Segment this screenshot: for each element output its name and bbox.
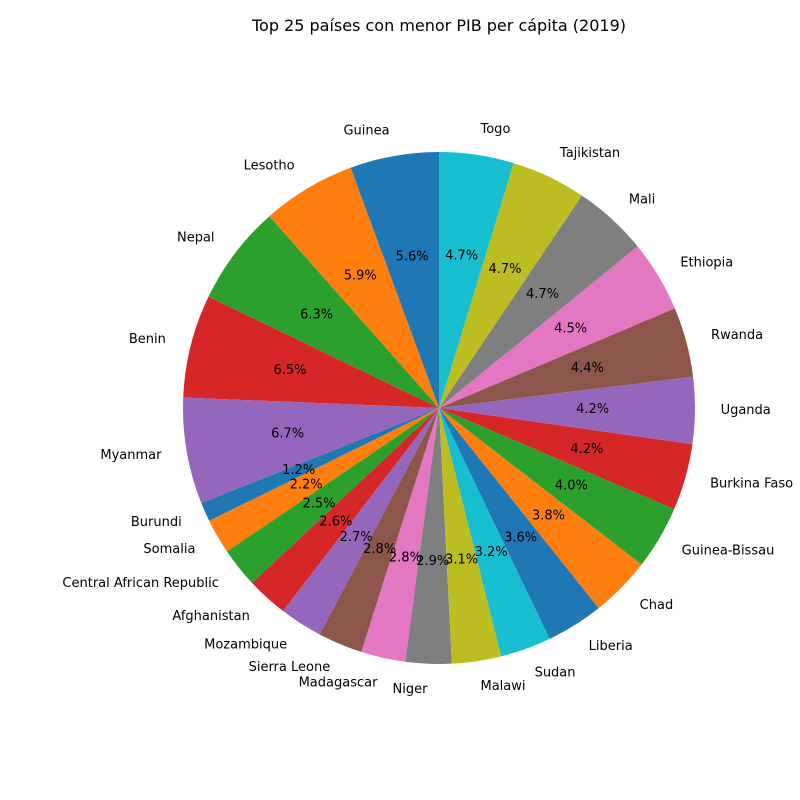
slice-ethiopia — [439, 246, 675, 408]
chart-title: Top 25 países con menor PIB per cápita (… — [251, 16, 626, 35]
slice-label-burundi: Burundi — [131, 515, 182, 530]
slice-label-malawi: Malawi — [481, 679, 526, 694]
slice-percent-niger: 2.9% — [416, 554, 449, 569]
slice-percent-sierra-leone: 2.8% — [363, 542, 396, 557]
slice-label-benin: Benin — [129, 332, 166, 347]
slice-niger — [405, 408, 452, 664]
slice-label-guinea-bissau: Guinea-Bissau — [682, 543, 775, 558]
slice-label-afghanistan: Afghanistan — [172, 609, 249, 624]
pie-percent-labels: 5.6% 5.9% 6.3% 6.5% 6.7% 1.2%2.2% 2.5% 2.6%2.7%… — [271, 249, 609, 569]
slice-mozambique — [283, 408, 439, 635]
slice-label-burkina-faso: Burkina Faso — [710, 477, 793, 492]
slice-percent-madagascar: 2.8% — [389, 550, 422, 565]
slice-label-niger: Niger — [393, 682, 429, 697]
slice-percent-rwanda: 4.4% — [571, 361, 604, 376]
slice-togo — [439, 152, 514, 408]
slice-label-sierra-leone: Sierra Leone — [249, 660, 331, 675]
pie-labels: Guinea Lesotho Nepal Benin Myanmar Burundi Som… — [62, 122, 793, 697]
slice-tajikistan — [439, 163, 582, 408]
slice-central-african-republic — [226, 408, 439, 583]
slice-nepal — [208, 216, 439, 408]
slice-malawi — [439, 408, 502, 664]
slice-percent-tajikistan: 4.7% — [488, 262, 521, 277]
slice-label-ethiopia: Ethiopia — [680, 255, 733, 270]
slice-percent-chad: 3.8% — [532, 508, 565, 523]
slice-burkina-faso — [439, 408, 693, 510]
slice-percent-liberia: 3.6% — [504, 531, 537, 546]
slice-label-guinea: Guinea — [343, 123, 389, 138]
slice-percent-somalia: 2.2% — [290, 478, 323, 493]
slice-sudan — [439, 408, 550, 657]
slice-label-nepal: Nepal — [177, 230, 215, 245]
slice-burundi — [201, 408, 439, 521]
slice-percent-sudan: 3.2% — [475, 545, 508, 560]
slice-label-central-african-republic: Central African Republic — [62, 576, 218, 591]
slice-percent-myanmar: 6.7% — [271, 426, 304, 441]
slice-mali — [439, 195, 638, 408]
slice-label-madagascar: Madagascar — [299, 675, 379, 690]
slice-label-tajikistan: Tajikistan — [559, 146, 620, 161]
slice-label-uganda: Uganda — [721, 403, 771, 418]
slice-liberia — [439, 408, 599, 639]
slice-lesotho — [269, 167, 439, 408]
slice-label-mozambique: Mozambique — [204, 638, 287, 653]
slice-percent-central-african-republic: 2.5% — [302, 496, 335, 511]
slice-percent-benin: 6.5% — [273, 363, 306, 378]
slice-madagascar — [361, 408, 439, 662]
slice-label-lesotho: Lesotho — [244, 159, 295, 174]
slice-percent-ethiopia: 4.5% — [554, 321, 587, 336]
slice-label-chad: Chad — [640, 598, 674, 613]
slice-myanmar — [183, 397, 439, 504]
slice-chad — [439, 408, 642, 609]
slice-label-togo: Togo — [480, 122, 511, 137]
slice-percent-togo: 4.7% — [445, 249, 478, 264]
slice-label-rwanda: Rwanda — [711, 328, 763, 343]
slice-guinea — [350, 152, 439, 408]
slice-percent-burundi: 1.2% — [282, 463, 315, 478]
slice-percent-nepal: 6.3% — [300, 308, 333, 323]
pie-slices — [183, 152, 695, 664]
slice-percent-malawi: 3.1% — [445, 552, 478, 567]
slice-label-mali: Mali — [629, 193, 655, 208]
slice-sierra-leone — [319, 408, 439, 652]
slice-percent-uganda: 4.2% — [576, 402, 609, 417]
slice-somalia — [209, 408, 439, 552]
slice-percent-lesotho: 5.9% — [344, 269, 377, 284]
slice-percent-guinea-bissau: 4.0% — [555, 478, 588, 493]
slice-percent-burkina-faso: 4.2% — [570, 442, 603, 457]
slice-percent-guinea: 5.6% — [396, 249, 429, 264]
slice-afghanistan — [252, 408, 439, 612]
slice-percent-mali: 4.7% — [526, 287, 559, 302]
slice-rwanda — [439, 308, 694, 408]
slice-percent-mozambique: 2.7% — [340, 530, 373, 545]
slice-percent-afghanistan: 2.6% — [319, 514, 352, 529]
slice-uganda — [439, 376, 695, 445]
slice-label-liberia: Liberia — [589, 639, 633, 654]
slice-label-sudan: Sudan — [535, 665, 576, 680]
slice-guinea-bissau — [439, 408, 675, 565]
slice-benin — [183, 296, 439, 408]
slice-label-somalia: Somalia — [143, 542, 195, 557]
slice-label-myanmar: Myanmar — [100, 448, 162, 463]
